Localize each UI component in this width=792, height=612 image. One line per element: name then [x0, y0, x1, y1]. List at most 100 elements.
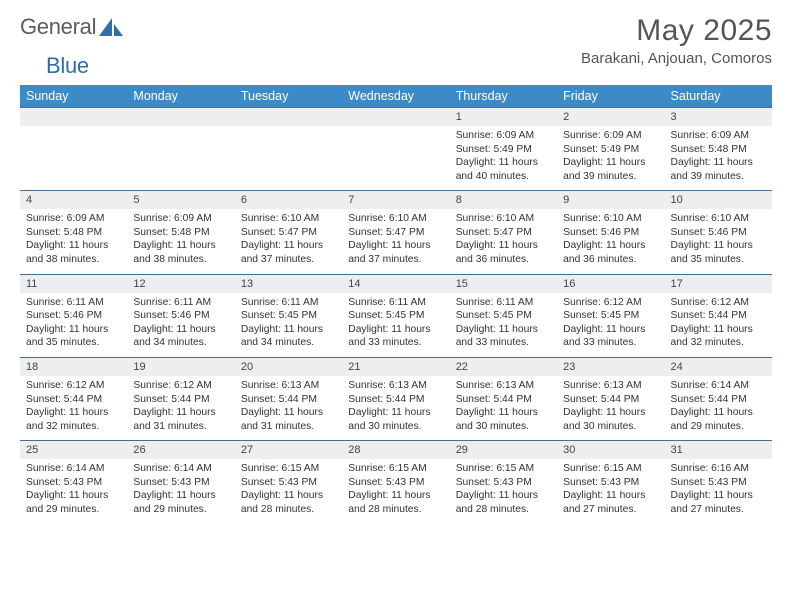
logo: General [20, 14, 124, 40]
day-number: 2 [557, 108, 664, 126]
day-number: 7 [342, 191, 449, 209]
day-number: 9 [557, 191, 664, 209]
calendar-cell: 3Sunrise: 6:09 AMSunset: 5:48 PMDaylight… [665, 108, 772, 191]
day-content [20, 126, 127, 188]
logo-text-blue: Blue [46, 53, 89, 79]
day-number: 8 [450, 191, 557, 209]
calendar-cell: 26Sunrise: 6:14 AMSunset: 5:43 PMDayligh… [127, 441, 234, 524]
day-content: Sunrise: 6:09 AMSunset: 5:48 PMDaylight:… [127, 209, 234, 273]
calendar-cell: 2Sunrise: 6:09 AMSunset: 5:49 PMDaylight… [557, 108, 664, 191]
day-number: 14 [342, 275, 449, 293]
calendar-table: Sunday Monday Tuesday Wednesday Thursday… [20, 85, 772, 524]
day-header: Saturday [665, 85, 772, 108]
day-content: Sunrise: 6:15 AMSunset: 5:43 PMDaylight:… [235, 459, 342, 523]
calendar-cell: 24Sunrise: 6:14 AMSunset: 5:44 PMDayligh… [665, 357, 772, 440]
day-number: 21 [342, 358, 449, 376]
calendar-cell: 22Sunrise: 6:13 AMSunset: 5:44 PMDayligh… [450, 357, 557, 440]
logo-text-general: General [20, 14, 96, 40]
calendar-cell: 14Sunrise: 6:11 AMSunset: 5:45 PMDayligh… [342, 274, 449, 357]
day-content: Sunrise: 6:13 AMSunset: 5:44 PMDaylight:… [450, 376, 557, 440]
logo-sail-icon [98, 16, 124, 38]
day-content [235, 126, 342, 188]
day-number: 19 [127, 358, 234, 376]
day-number: 30 [557, 441, 664, 459]
calendar-cell [342, 108, 449, 191]
day-content: Sunrise: 6:11 AMSunset: 5:45 PMDaylight:… [342, 293, 449, 357]
day-header: Thursday [450, 85, 557, 108]
day-content: Sunrise: 6:11 AMSunset: 5:45 PMDaylight:… [235, 293, 342, 357]
day-content: Sunrise: 6:14 AMSunset: 5:43 PMDaylight:… [127, 459, 234, 523]
day-content: Sunrise: 6:11 AMSunset: 5:46 PMDaylight:… [20, 293, 127, 357]
calendar-cell: 8Sunrise: 6:10 AMSunset: 5:47 PMDaylight… [450, 191, 557, 274]
day-number: 29 [450, 441, 557, 459]
calendar-cell: 25Sunrise: 6:14 AMSunset: 5:43 PMDayligh… [20, 441, 127, 524]
day-header-row: Sunday Monday Tuesday Wednesday Thursday… [20, 85, 772, 108]
title-block: May 2025 Barakani, Anjouan, Comoros [581, 14, 772, 67]
day-header: Tuesday [235, 85, 342, 108]
day-number: 27 [235, 441, 342, 459]
day-content: Sunrise: 6:11 AMSunset: 5:45 PMDaylight:… [450, 293, 557, 357]
calendar-cell [127, 108, 234, 191]
calendar-cell: 31Sunrise: 6:16 AMSunset: 5:43 PMDayligh… [665, 441, 772, 524]
day-number: 16 [557, 275, 664, 293]
calendar-cell: 1Sunrise: 6:09 AMSunset: 5:49 PMDaylight… [450, 108, 557, 191]
calendar-cell: 7Sunrise: 6:10 AMSunset: 5:47 PMDaylight… [342, 191, 449, 274]
day-number: 23 [557, 358, 664, 376]
day-number: 18 [20, 358, 127, 376]
day-number: 31 [665, 441, 772, 459]
calendar-cell: 15Sunrise: 6:11 AMSunset: 5:45 PMDayligh… [450, 274, 557, 357]
day-number [20, 108, 127, 126]
day-content: Sunrise: 6:09 AMSunset: 5:48 PMDaylight:… [665, 126, 772, 190]
day-number: 28 [342, 441, 449, 459]
calendar-week-row: 1Sunrise: 6:09 AMSunset: 5:49 PMDaylight… [20, 108, 772, 191]
day-content: Sunrise: 6:09 AMSunset: 5:48 PMDaylight:… [20, 209, 127, 273]
day-content: Sunrise: 6:15 AMSunset: 5:43 PMDaylight:… [450, 459, 557, 523]
calendar-cell: 9Sunrise: 6:10 AMSunset: 5:46 PMDaylight… [557, 191, 664, 274]
calendar-cell: 4Sunrise: 6:09 AMSunset: 5:48 PMDaylight… [20, 191, 127, 274]
day-number: 3 [665, 108, 772, 126]
day-number [342, 108, 449, 126]
calendar-week-row: 4Sunrise: 6:09 AMSunset: 5:48 PMDaylight… [20, 191, 772, 274]
day-content: Sunrise: 6:12 AMSunset: 5:44 PMDaylight:… [20, 376, 127, 440]
day-number: 11 [20, 275, 127, 293]
page: General May 2025 Barakani, Anjouan, Como… [0, 0, 792, 612]
day-number: 4 [20, 191, 127, 209]
day-content: Sunrise: 6:14 AMSunset: 5:43 PMDaylight:… [20, 459, 127, 523]
day-content: Sunrise: 6:10 AMSunset: 5:47 PMDaylight:… [342, 209, 449, 273]
day-content: Sunrise: 6:13 AMSunset: 5:44 PMDaylight:… [342, 376, 449, 440]
calendar-cell: 17Sunrise: 6:12 AMSunset: 5:44 PMDayligh… [665, 274, 772, 357]
calendar-cell: 23Sunrise: 6:13 AMSunset: 5:44 PMDayligh… [557, 357, 664, 440]
day-number: 20 [235, 358, 342, 376]
day-content: Sunrise: 6:09 AMSunset: 5:49 PMDaylight:… [557, 126, 664, 190]
day-header: Wednesday [342, 85, 449, 108]
day-content: Sunrise: 6:12 AMSunset: 5:44 PMDaylight:… [665, 293, 772, 357]
calendar-cell [235, 108, 342, 191]
calendar-cell: 11Sunrise: 6:11 AMSunset: 5:46 PMDayligh… [20, 274, 127, 357]
calendar-cell: 13Sunrise: 6:11 AMSunset: 5:45 PMDayligh… [235, 274, 342, 357]
day-content: Sunrise: 6:11 AMSunset: 5:46 PMDaylight:… [127, 293, 234, 357]
calendar-cell: 27Sunrise: 6:15 AMSunset: 5:43 PMDayligh… [235, 441, 342, 524]
day-header: Sunday [20, 85, 127, 108]
day-number: 17 [665, 275, 772, 293]
day-number [235, 108, 342, 126]
calendar-cell: 20Sunrise: 6:13 AMSunset: 5:44 PMDayligh… [235, 357, 342, 440]
location-text: Barakani, Anjouan, Comoros [581, 50, 772, 67]
day-number: 6 [235, 191, 342, 209]
day-number: 15 [450, 275, 557, 293]
calendar-cell: 6Sunrise: 6:10 AMSunset: 5:47 PMDaylight… [235, 191, 342, 274]
calendar-week-row: 11Sunrise: 6:11 AMSunset: 5:46 PMDayligh… [20, 274, 772, 357]
day-content: Sunrise: 6:12 AMSunset: 5:44 PMDaylight:… [127, 376, 234, 440]
day-content [342, 126, 449, 188]
day-number: 1 [450, 108, 557, 126]
day-number [127, 108, 234, 126]
day-content: Sunrise: 6:09 AMSunset: 5:49 PMDaylight:… [450, 126, 557, 190]
day-content: Sunrise: 6:10 AMSunset: 5:47 PMDaylight:… [450, 209, 557, 273]
day-content [127, 126, 234, 188]
calendar-cell [20, 108, 127, 191]
day-number: 22 [450, 358, 557, 376]
day-number: 13 [235, 275, 342, 293]
day-content: Sunrise: 6:10 AMSunset: 5:47 PMDaylight:… [235, 209, 342, 273]
day-number: 12 [127, 275, 234, 293]
calendar-cell: 16Sunrise: 6:12 AMSunset: 5:45 PMDayligh… [557, 274, 664, 357]
calendar-cell: 29Sunrise: 6:15 AMSunset: 5:43 PMDayligh… [450, 441, 557, 524]
